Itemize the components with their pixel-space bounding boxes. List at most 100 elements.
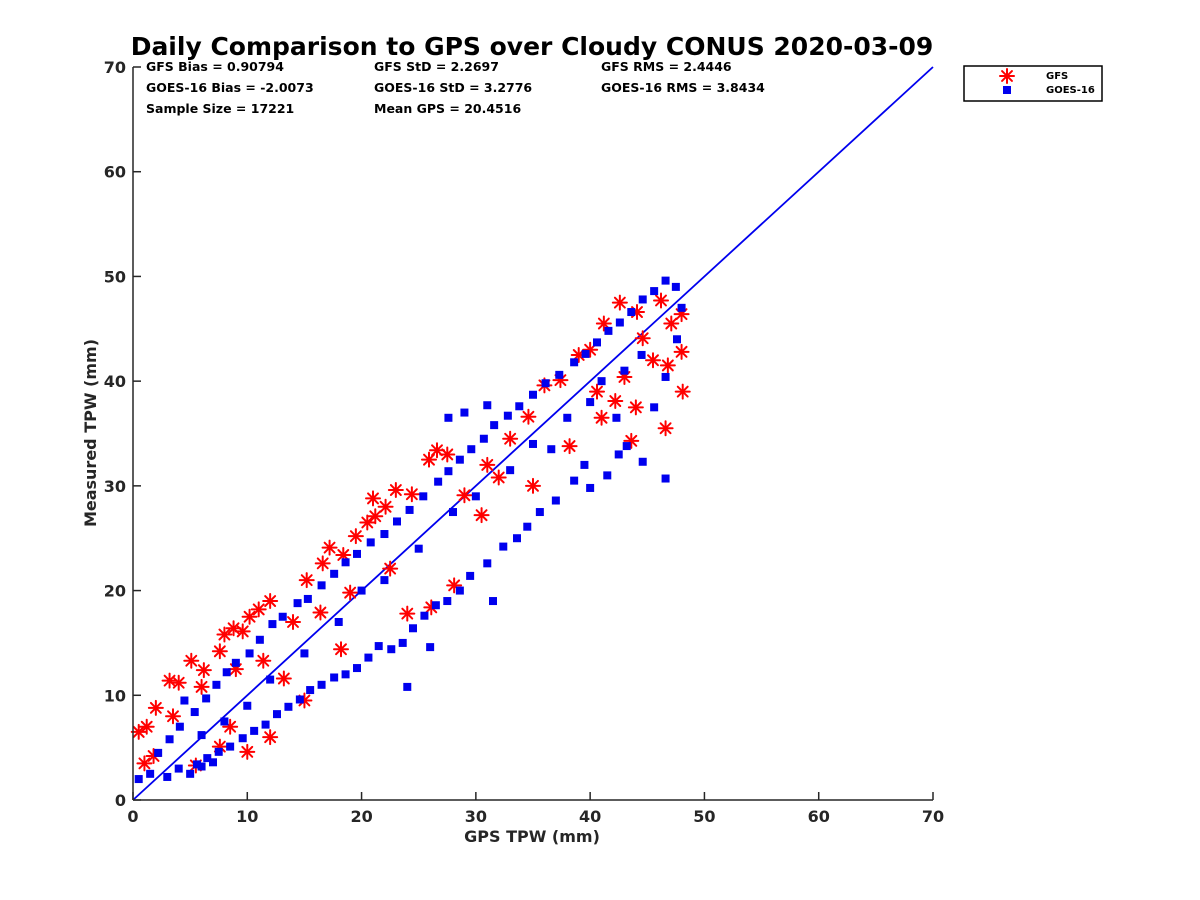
x-tick-label: 0	[127, 807, 138, 826]
goes16-point	[190, 708, 199, 717]
gfs-point	[674, 383, 691, 400]
y-axis-ticks: 0 10 20 30 40 50 60 70	[104, 58, 141, 810]
x-axis-label: GPS TPW (mm)	[464, 827, 600, 846]
goes16-point	[180, 696, 189, 705]
stat-gfs-bias: GFS Bias = 0.90794	[146, 59, 284, 74]
goes16-point	[661, 474, 670, 483]
gfs-point	[421, 451, 437, 468]
y-tick-label: 20	[104, 582, 126, 601]
chart-title: Daily Comparison to GPS over Cloudy CONU…	[131, 32, 934, 61]
goes16-point	[193, 760, 201, 769]
goes16-point	[490, 421, 499, 430]
gfs-point	[607, 393, 624, 410]
goes16-point	[513, 534, 521, 543]
y-tick-label: 50	[104, 267, 126, 286]
goes16-point	[398, 638, 407, 647]
goes16-point	[357, 586, 366, 595]
gfs-point	[342, 584, 359, 601]
gfs-point	[347, 528, 364, 545]
goes16-point	[134, 775, 143, 784]
gfs-point	[170, 674, 187, 691]
gfs-point	[275, 670, 292, 687]
goes16-series	[134, 276, 686, 784]
gfs-point	[321, 539, 338, 556]
goes16-point	[209, 758, 217, 767]
gfs-point	[250, 601, 267, 618]
gfs-point	[659, 357, 676, 374]
goes16-point	[146, 769, 155, 778]
goes16-point	[467, 445, 476, 454]
goes16-point	[661, 276, 670, 285]
goes16-point	[551, 496, 560, 505]
goes16-point	[214, 747, 223, 756]
goes16-point	[503, 411, 512, 420]
goes16-point	[317, 581, 326, 590]
goes16-point	[293, 599, 302, 608]
goes16-point	[186, 769, 195, 778]
goes16-point	[614, 450, 623, 459]
goes16-point	[300, 649, 309, 658]
goes16-point	[366, 538, 375, 547]
goes16-point	[529, 390, 537, 399]
goes16-point	[393, 517, 401, 526]
goes16-point	[197, 731, 206, 740]
gfs-point	[561, 438, 578, 455]
goes16-point	[175, 722, 184, 731]
x-tick-label: 10	[236, 807, 258, 826]
gfs-point	[234, 623, 251, 640]
goes16-point	[455, 455, 464, 464]
gfs-point	[490, 469, 507, 486]
goes16-point	[212, 680, 221, 689]
gfs-point	[216, 626, 233, 643]
goes16-point	[419, 492, 428, 501]
stat-sample-size: Sample Size = 17221	[146, 101, 294, 116]
x-tick-label: 70	[922, 807, 944, 826]
legend-gfs-asterisk-marker	[999, 68, 1015, 84]
gfs-point	[439, 446, 456, 463]
stat-goes-rms: GOES-16 RMS = 3.8434	[601, 80, 765, 95]
gfs-point	[403, 486, 420, 503]
legend-box	[963, 65, 1103, 102]
goes16-point	[261, 720, 270, 729]
goes16-point	[238, 734, 247, 743]
goes16-point	[638, 295, 647, 304]
goes16-point	[226, 742, 235, 751]
goes16-point	[555, 370, 564, 379]
goes16-point	[231, 658, 240, 667]
goes16-point	[330, 569, 339, 578]
goes16-point	[541, 379, 550, 388]
goes16-point	[434, 477, 443, 486]
stat-goes-std: GOES-16 StD = 3.2776	[374, 80, 532, 95]
goes16-point	[563, 413, 572, 422]
gfs-point	[377, 498, 394, 515]
goes16-point	[403, 682, 412, 691]
gfs-point	[387, 482, 404, 499]
gfs-point	[663, 315, 680, 332]
goes16-point	[471, 492, 480, 501]
goes16-point	[483, 401, 492, 410]
goes16-point	[197, 762, 206, 771]
gfs-point	[589, 383, 605, 400]
goes16-point	[460, 408, 469, 417]
goes16-point	[597, 377, 606, 386]
goes16-point	[638, 457, 647, 466]
goes16-point	[295, 695, 304, 704]
x-tick-label: 20	[350, 807, 372, 826]
goes16-point	[489, 597, 497, 606]
goes16-point	[443, 597, 452, 606]
goes16-point	[163, 772, 172, 781]
gfs-point	[365, 490, 381, 507]
goes16-point	[483, 559, 492, 568]
gfs-point	[627, 399, 644, 416]
y-tick-label: 40	[104, 372, 126, 391]
goes16-point	[341, 558, 350, 567]
gfs-point	[593, 409, 610, 426]
gfs-point	[456, 487, 473, 504]
gfs-point	[262, 593, 279, 610]
goes16-point	[266, 675, 275, 684]
goes16-point	[353, 664, 361, 673]
goes16-point	[612, 413, 621, 422]
goes16-point	[278, 612, 287, 621]
